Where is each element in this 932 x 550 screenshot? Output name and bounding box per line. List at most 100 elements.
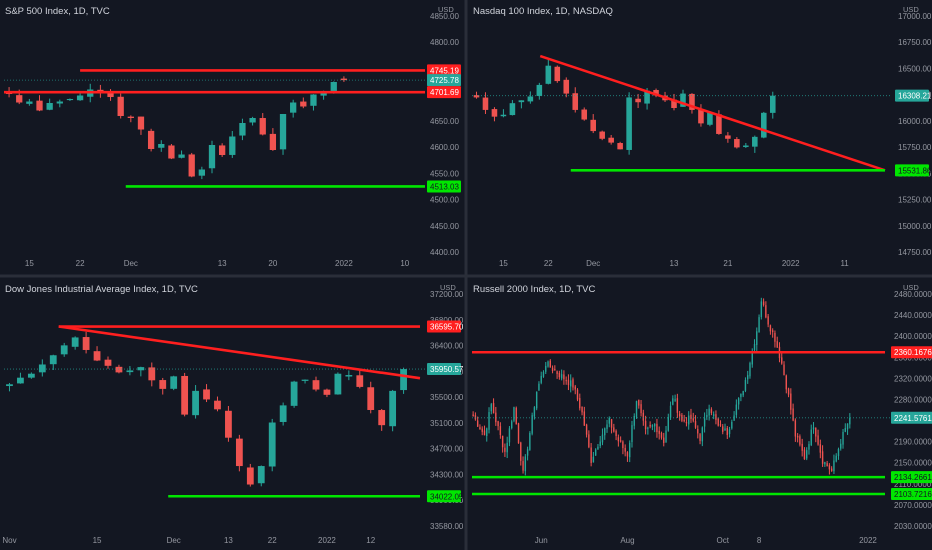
- y-tick-label: 4450.00: [430, 222, 459, 231]
- price-tag: [891, 346, 932, 359]
- candle-body: [824, 462, 826, 465]
- candle-body: [301, 379, 309, 381]
- x-tick-label: 22: [76, 259, 85, 268]
- y-tick-label: 2320.0000: [894, 374, 932, 383]
- y-tick-label: 37200.00: [430, 290, 464, 299]
- x-tick-label: Dec: [586, 259, 600, 268]
- x-tick-label: Nov: [2, 536, 16, 545]
- candle-body: [698, 109, 704, 124]
- candle-body: [38, 364, 46, 373]
- candle-body: [567, 379, 570, 386]
- candle-body: [751, 351, 753, 365]
- candle-body: [563, 79, 570, 94]
- price-tag-label: 16308.21: [898, 92, 932, 101]
- candle-body: [115, 366, 123, 373]
- candle-body: [158, 144, 165, 148]
- candle-body: [225, 410, 232, 438]
- candle-body: [792, 408, 794, 421]
- candle-body: [481, 428, 483, 432]
- x-tick-label: 13: [218, 259, 227, 268]
- candle-body: [783, 364, 785, 376]
- resistance-line[interactable]: [58, 325, 421, 380]
- resistance-line[interactable]: [539, 54, 886, 172]
- y-tick-label: 2030.0000: [894, 522, 932, 531]
- x-tick-label: 8: [757, 536, 762, 545]
- candle-body: [740, 393, 742, 398]
- price-tag: [427, 180, 461, 193]
- candle-body: [249, 118, 256, 123]
- candle-body: [66, 99, 74, 101]
- candle-body: [533, 407, 536, 417]
- rut-panel[interactable]: Russell 2000 Index, 1D, TVC USD 2480.000…: [472, 283, 932, 545]
- dji-panel[interactable]: Dow Jones Industrial Average Index, 1D, …: [2, 283, 464, 545]
- candle-body: [542, 371, 545, 377]
- candle-body: [300, 101, 307, 107]
- candle-body: [168, 145, 175, 159]
- candle-body: [117, 96, 124, 116]
- rut-title: Russell 2000 Index, 1D, TVC: [473, 284, 595, 295]
- candle-body: [545, 365, 547, 372]
- candle-body: [71, 337, 79, 347]
- candle-body: [697, 428, 699, 434]
- candle-body: [617, 437, 620, 442]
- candle-body: [472, 414, 474, 416]
- candle-body: [651, 425, 654, 427]
- spx-plot-area: 4850.004800.004750.004700.004650.004600.…: [4, 12, 461, 268]
- candle-body: [743, 145, 749, 148]
- candle-body: [290, 381, 298, 406]
- candle-body: [606, 424, 608, 429]
- x-tick-label: 12: [366, 536, 375, 545]
- y-tick-label: 4400.00: [430, 248, 459, 257]
- price-tag: [895, 89, 929, 102]
- candle-body: [821, 451, 824, 464]
- candle-body: [76, 95, 84, 101]
- candle-body: [830, 468, 833, 471]
- candle-body: [681, 414, 683, 421]
- y-tick-label: 4550.00: [430, 169, 459, 178]
- candle-body: [495, 412, 497, 423]
- y-tick-label: 34300.00: [430, 470, 464, 479]
- candle-body: [594, 449, 597, 456]
- candle-body: [733, 415, 735, 421]
- candle-body: [570, 380, 572, 387]
- candle-body: [235, 438, 243, 467]
- x-tick-label: Jun: [535, 536, 548, 545]
- candle-body: [796, 435, 799, 438]
- candle-body: [563, 374, 565, 380]
- candle-body: [500, 114, 507, 117]
- candle-body: [747, 375, 749, 380]
- candle-body: [16, 95, 23, 103]
- candle-body: [692, 418, 694, 421]
- candle-body: [506, 442, 508, 453]
- candle-body: [572, 93, 579, 110]
- candle-body: [653, 423, 656, 427]
- x-tick-label: Oct: [717, 536, 730, 545]
- candle-body: [509, 103, 516, 116]
- candle-body: [511, 421, 513, 429]
- candle-body: [649, 424, 651, 427]
- price-tag-label: 36595.70: [430, 323, 464, 332]
- ndx-panel[interactable]: Nasdaq 100 Index, 1D, NASDAQ USD 17000.0…: [472, 5, 932, 268]
- candle-body: [340, 78, 348, 81]
- candle-body: [806, 450, 808, 459]
- spx-panel[interactable]: S&P 500 Index, 1D, TVC USD 4850.00 4800.0…: [4, 5, 461, 268]
- dji-title: Dow Jones Industrial Average Index, 1D, …: [5, 284, 198, 295]
- candle-body: [688, 415, 690, 425]
- candle-body: [660, 433, 663, 438]
- candle-body: [716, 114, 722, 134]
- candle-body: [60, 345, 68, 355]
- candle-body: [46, 103, 53, 110]
- y-tick-label: 16500.00: [898, 64, 932, 73]
- y-tick-label: 14750.00: [898, 248, 932, 257]
- price-tag: [427, 320, 461, 333]
- candle-body: [127, 116, 134, 118]
- candle-body: [794, 420, 797, 437]
- candle-body: [708, 408, 710, 416]
- candle-body: [803, 449, 806, 460]
- candle-body: [504, 447, 506, 452]
- candle-body: [680, 93, 686, 107]
- candle-body: [590, 447, 592, 463]
- candle-body: [701, 427, 704, 442]
- candle-body: [214, 400, 221, 410]
- candle-body: [574, 386, 576, 390]
